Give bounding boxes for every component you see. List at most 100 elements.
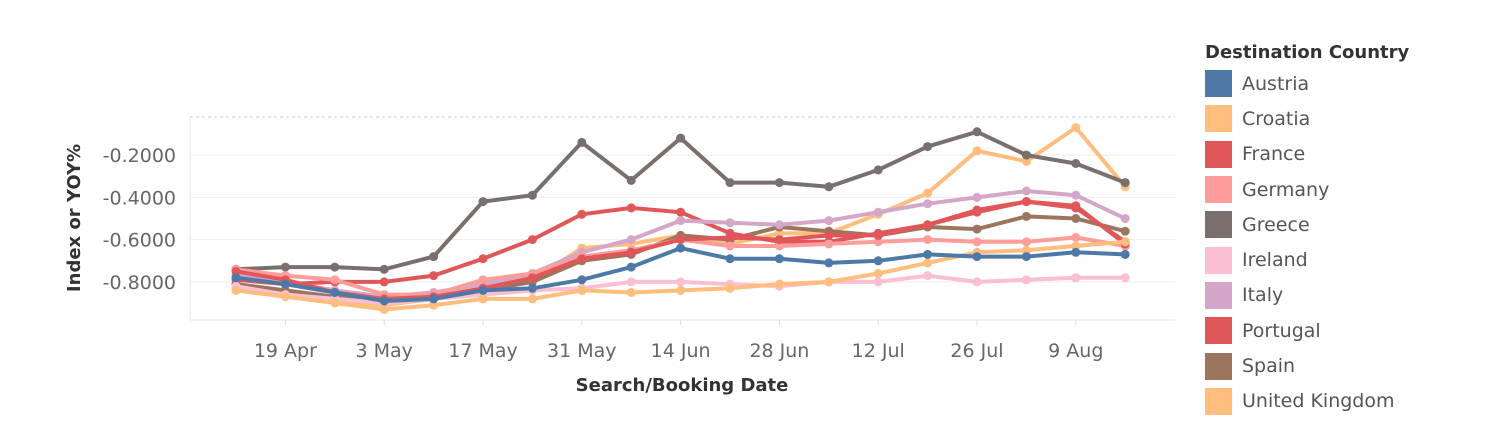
data-point	[577, 137, 587, 147]
data-point	[1021, 237, 1031, 247]
legend-label: Germany	[1242, 178, 1330, 201]
data-point	[824, 277, 834, 287]
legend-item[interactable]: United Kingdom	[1205, 384, 1485, 419]
data-point	[923, 235, 933, 245]
data-point	[923, 188, 933, 198]
data-point	[774, 241, 784, 251]
legend-item[interactable]: Portugal	[1205, 313, 1485, 348]
data-point	[923, 142, 933, 152]
data-point	[626, 277, 636, 287]
legend-item[interactable]: Greece	[1205, 207, 1485, 242]
data-point	[676, 243, 686, 253]
data-point	[676, 235, 686, 245]
data-point	[1071, 159, 1081, 168]
data-point	[1071, 247, 1081, 257]
data-point	[774, 254, 784, 264]
legend-label: Portugal	[1242, 319, 1321, 342]
data-point	[478, 285, 488, 295]
data-point	[478, 275, 488, 285]
data-point	[1021, 211, 1031, 221]
data-point	[923, 249, 933, 259]
data-point	[972, 252, 982, 262]
data-point	[1120, 249, 1130, 259]
data-point	[1021, 197, 1031, 207]
x-tick-label: 12 Jul	[852, 340, 905, 362]
data-point	[429, 271, 439, 281]
data-point	[280, 292, 290, 302]
data-point	[478, 294, 488, 304]
data-point	[330, 298, 340, 308]
legend-swatch	[1205, 246, 1232, 274]
legend-item[interactable]: Spain	[1205, 348, 1485, 383]
x-tick-label: 9 Aug	[1048, 340, 1103, 362]
data-point	[1120, 237, 1130, 247]
data-point	[725, 283, 735, 293]
data-point	[379, 277, 389, 287]
data-point	[379, 264, 389, 274]
legend: Destination Country Austria Croatia France…	[1205, 40, 1485, 419]
series-greece	[231, 127, 1130, 274]
data-point	[725, 241, 735, 251]
legend-swatch	[1205, 70, 1232, 98]
data-point	[873, 165, 883, 175]
data-point	[774, 235, 784, 245]
data-point	[725, 218, 735, 228]
y-axis-title: Index or YOY%	[64, 144, 85, 292]
data-point	[626, 262, 636, 272]
y-tick-label: -0.8000	[103, 272, 176, 294]
data-point	[972, 207, 982, 217]
data-point	[923, 199, 933, 209]
data-point	[429, 252, 439, 262]
data-point	[429, 300, 439, 310]
legend-title: Destination Country	[1205, 42, 1410, 63]
data-point	[774, 178, 784, 188]
legend-label: Greece	[1242, 213, 1310, 236]
data-point	[824, 216, 834, 226]
legend-item[interactable]: Ireland	[1205, 242, 1485, 277]
data-point	[873, 256, 883, 266]
x-tick-label: 26 Jul	[950, 340, 1003, 362]
data-point	[577, 209, 587, 219]
data-point	[626, 288, 636, 297]
data-point	[527, 294, 537, 304]
legend-swatch	[1205, 352, 1232, 380]
data-point	[626, 235, 636, 245]
data-point	[972, 127, 982, 137]
data-point	[1071, 201, 1081, 211]
data-point	[873, 237, 883, 247]
data-point	[676, 277, 686, 287]
data-point	[824, 230, 834, 240]
x-tick-label: 14 Jun	[651, 340, 711, 362]
data-point	[923, 258, 933, 268]
data-point	[676, 216, 686, 226]
data-point	[577, 285, 587, 295]
legend-items: Austria Croatia France Germany Greece Ireland…	[1205, 66, 1485, 419]
legend-item[interactable]: France	[1205, 137, 1485, 172]
y-tick-label: -0.2000	[103, 145, 176, 167]
data-point	[824, 182, 834, 192]
data-point	[1071, 233, 1081, 242]
legend-swatch	[1205, 387, 1232, 415]
data-point	[577, 275, 587, 285]
legend-item[interactable]: Austria	[1205, 66, 1485, 101]
data-point	[1021, 186, 1031, 196]
data-point	[873, 269, 883, 278]
legend-item[interactable]: Croatia	[1205, 101, 1485, 136]
data-point	[676, 285, 686, 295]
data-point	[1021, 156, 1031, 166]
data-point	[1071, 123, 1081, 133]
legend-item[interactable]: Italy	[1205, 278, 1485, 313]
data-point	[774, 228, 784, 238]
x-axis-ticks: 19 Apr 3 May 17 May 31 May 14 Jun 28 Jun 12 Ju…	[254, 320, 1103, 362]
x-tick-label: 17 May	[448, 340, 518, 362]
data-point	[1120, 226, 1130, 236]
data-point	[972, 237, 982, 247]
legend-label: Italy	[1242, 284, 1284, 307]
legend-swatch	[1205, 281, 1232, 309]
data-point	[1120, 214, 1130, 223]
data-point	[1071, 241, 1081, 251]
data-point	[1021, 150, 1031, 160]
legend-item[interactable]: Germany	[1205, 172, 1485, 207]
data-point	[280, 279, 290, 289]
